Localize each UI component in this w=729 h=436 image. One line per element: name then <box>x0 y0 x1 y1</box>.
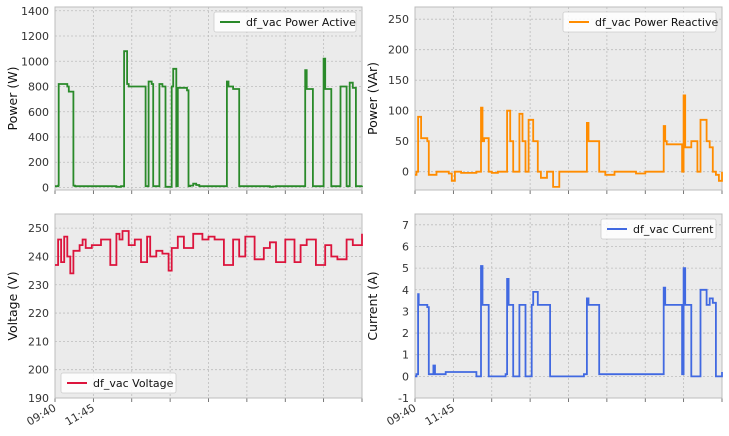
y-tick-label: 50 <box>395 135 409 148</box>
legend-label: df_vac Voltage <box>93 377 174 390</box>
y-tick-label: 100 <box>388 105 409 118</box>
y-tick-label: 1000 <box>21 55 49 68</box>
plot-area <box>415 7 722 190</box>
y-tick-label: 600 <box>28 106 49 119</box>
x-tick-label: 09:40 <box>25 401 59 428</box>
legend-box <box>213 11 357 33</box>
y-axis-label: Power (W) <box>5 67 20 131</box>
series-line-1 <box>55 50 363 188</box>
y-tick-label: 200 <box>28 364 49 377</box>
legend: df_vac Power Reactive <box>562 11 718 33</box>
legend: df_vac Power Active <box>213 11 357 33</box>
y-tick-label: 210 <box>28 335 49 348</box>
y-tick-label: 0 <box>402 370 409 383</box>
y-tick-label: 3 <box>402 305 409 318</box>
chart-panel-4: -1 0 1 2 3 4 5 6 7 df_vac Current Current (A) 09:40… <box>365 213 723 428</box>
y-tick-label: 400 <box>28 131 49 144</box>
y-tick-label: 800 <box>28 81 49 94</box>
legend: df_vac Voltage <box>60 372 177 394</box>
y-tick-label: 240 <box>28 250 49 263</box>
y-tick-label: 4 <box>402 284 409 297</box>
plot-frame <box>414 6 723 191</box>
plot-frame <box>414 213 723 399</box>
x-tick-label: 09:40 <box>385 401 419 428</box>
y-tick-label: 250 <box>388 13 409 26</box>
legend-label: df_vac Current <box>633 223 714 236</box>
chart-panel-2: 0 50 100 150 200 250 df_vac Power Reactive Powe… <box>365 6 723 194</box>
y-tick-label: 1200 <box>21 30 49 43</box>
series-line-1 <box>55 230 363 275</box>
legend-box <box>60 372 177 394</box>
y-tick-label: 5 <box>402 262 409 275</box>
y-tick-label: 200 <box>28 156 49 169</box>
y-tick-label: 250 <box>28 222 49 235</box>
y-tick-label: 7 <box>402 219 409 232</box>
legend: df_vac Current <box>600 218 717 240</box>
plot-frame <box>54 6 363 191</box>
legend-label: df_vac Power Reactive <box>595 16 718 29</box>
y-tick-label: 220 <box>28 307 49 320</box>
plot-frame <box>54 213 363 399</box>
legend-label: df_vac Power Active <box>246 16 356 29</box>
series-line-1 <box>415 94 723 188</box>
y-tick-label: 150 <box>388 74 409 87</box>
y-tick-label: 1400 <box>21 5 49 18</box>
y-axis-label: Current (A) <box>365 271 380 340</box>
x-tick-label: 11:45 <box>63 401 97 428</box>
y-axis-label: Voltage (V) <box>5 271 20 340</box>
x-tick-label: 11:45 <box>423 401 457 428</box>
y-tick-label: -1 <box>398 392 409 405</box>
legend-box <box>562 11 717 33</box>
series-line-1 <box>415 265 723 378</box>
y-axis-label: Power (VAr) <box>365 62 380 135</box>
legend-box <box>600 218 717 240</box>
y-tick-label: 2 <box>402 327 409 340</box>
y-tick-label: 6 <box>402 240 409 253</box>
y-tick-label: 0 <box>42 181 49 194</box>
y-tick-label: 230 <box>28 279 49 292</box>
chart-panel-1: 0 200 400 600 800 1000 1200 1400 df_vac Power Ac… <box>5 5 363 194</box>
y-tick-label: 200 <box>388 44 409 57</box>
y-tick-label: 190 <box>28 392 49 405</box>
chart-panel-3: 190 200 210 220 230 240 250 df_vac Voltage Volta… <box>5 213 363 428</box>
y-tick-label: 0 <box>402 166 409 179</box>
y-tick-label: 1 <box>402 349 409 362</box>
